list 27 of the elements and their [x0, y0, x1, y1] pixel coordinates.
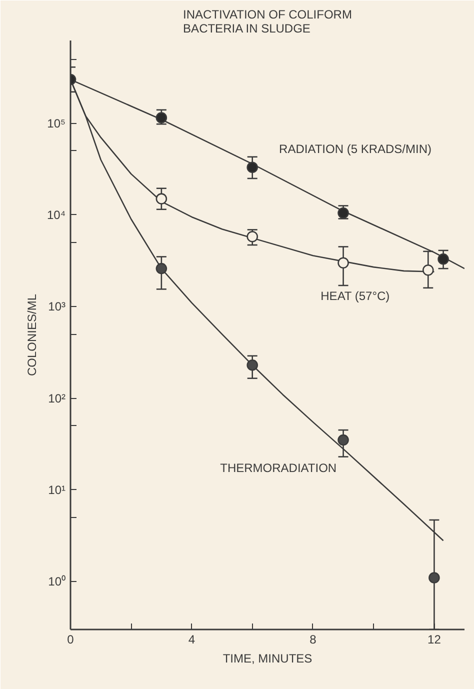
point [422, 264, 434, 276]
text: RADIATION (5 KRADS/MIN) [279, 142, 432, 156]
point [338, 434, 349, 446]
x-tick-label: 4 [188, 632, 196, 646]
y-tick-label: 10⁴ [46, 208, 66, 222]
y-tick-label: 10³ [48, 300, 66, 314]
x-tick-label: 12 [428, 632, 442, 646]
y-tick-label: 10¹ [48, 482, 66, 497]
point [156, 112, 168, 124]
point [156, 262, 168, 274]
point [246, 162, 258, 174]
text: HEAT (57°C) [320, 288, 390, 303]
point [438, 253, 449, 265]
y-tick-label: 10⁰ [48, 574, 66, 589]
point [156, 193, 168, 204]
series-label: THERMORADIATION [220, 461, 337, 476]
chart-title: INACTIVATION OF COLIFORM BACTERIA IN SLUDGE [183, 8, 352, 36]
point [338, 257, 349, 269]
point [428, 572, 440, 584]
y-axis-title: COLONIES/ML [24, 294, 39, 376]
x-tick-label: 0 [67, 632, 74, 646]
x-axis-title: TIME, MINUTES [222, 652, 312, 666]
point [246, 359, 258, 371]
point [246, 230, 258, 242]
y-tick-label: 10² [48, 391, 66, 406]
x-tick-label: 8 [310, 632, 317, 646]
y-tick-label: 10⁵ [47, 116, 66, 130]
